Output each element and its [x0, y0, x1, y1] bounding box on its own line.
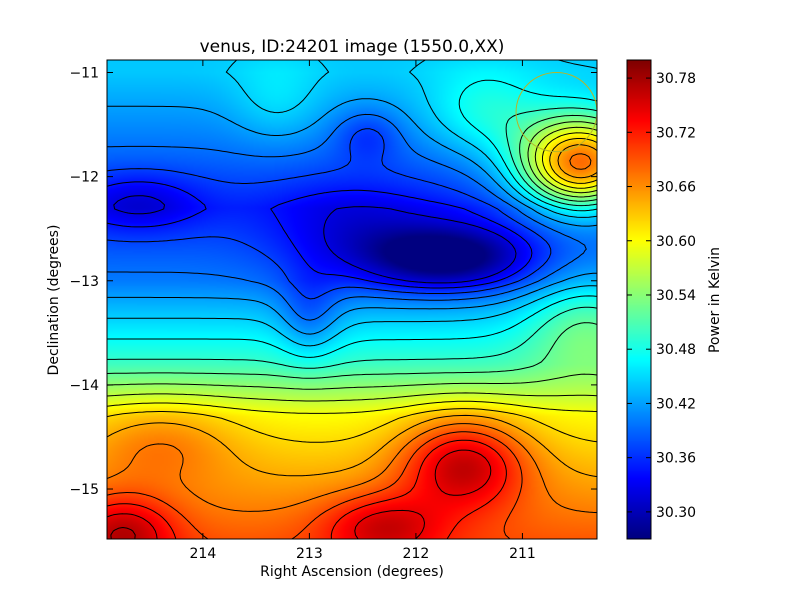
contour-level-14: [107, 153, 597, 514]
y-tick-label: −14: [69, 378, 99, 394]
contour-level-17: [107, 449, 492, 539]
contour-level-15: [107, 431, 523, 539]
colorbar-tick-label: 30.36: [656, 451, 696, 467]
heatmap-image: [107, 60, 597, 539]
contour-level-7: [107, 107, 597, 369]
contour-level-1: [107, 181, 533, 289]
colorbar-tick-label: 30.66: [656, 180, 696, 196]
contour-level-16: [107, 439, 507, 539]
colorbar: 30.30 30.36 30.42 30.48 30.54 30.60 30.66 30.72…: [626, 59, 696, 540]
x-tick-label: 211: [509, 546, 536, 562]
contour-level-6: [107, 79, 597, 358]
plot-area: [106, 59, 598, 540]
colorbar-tick-label: 30.30: [656, 505, 696, 521]
x-tick-label: 212: [403, 546, 430, 562]
contour-level-5: [107, 60, 597, 347]
contour-level-4: [107, 98, 597, 335]
chart-title: venus, ID:24201 image (1550.0,XX): [200, 37, 505, 57]
y-tick-label: −12: [69, 170, 99, 186]
contour-level-10: [107, 126, 597, 402]
y-axis-label: Declination (degrees): [46, 225, 62, 376]
contour-level-0: [113, 195, 517, 284]
colorbar-label: Power in Kelvin: [707, 247, 723, 353]
colorbar-ticks: 30.30 30.36 30.42 30.48 30.54 30.60 30.66 30.72…: [627, 71, 696, 521]
y-tick-label: −13: [69, 274, 99, 290]
colorbar-tick-label: 30.78: [656, 71, 696, 87]
colorbar-tick-label: 30.54: [656, 288, 696, 304]
colorbar-tick-label: 30.72: [656, 125, 696, 141]
plot-frame: [106, 59, 598, 540]
contour-level-9: [107, 121, 597, 390]
colorbar-gradient: [627, 60, 651, 539]
colorbar-tick-label: 30.60: [656, 234, 696, 250]
contour-level-11: [107, 132, 597, 414]
colorbar-frame: [626, 59, 652, 540]
contour-lines: [107, 60, 597, 539]
contour-level-13: [107, 144, 597, 478]
contour-level-12: [107, 138, 597, 443]
x-tick-label: 213: [296, 546, 323, 562]
y-tick-label: −11: [69, 65, 99, 81]
y-axis: −11 −12 −13 −14 −15: [69, 65, 597, 498]
colorbar-tick-label: 30.42: [656, 396, 696, 412]
contour-level-3: [107, 113, 587, 321]
colorbar-tick-label: 30.48: [656, 342, 696, 358]
contour-level-8: [107, 114, 597, 379]
x-tick-label: 214: [190, 546, 217, 562]
y-tick-label: −15: [69, 482, 99, 498]
x-axis: 214 213 212 211: [190, 60, 536, 562]
x-axis-label: Right Ascension (degrees): [260, 564, 444, 580]
contour-level-2: [107, 128, 552, 300]
